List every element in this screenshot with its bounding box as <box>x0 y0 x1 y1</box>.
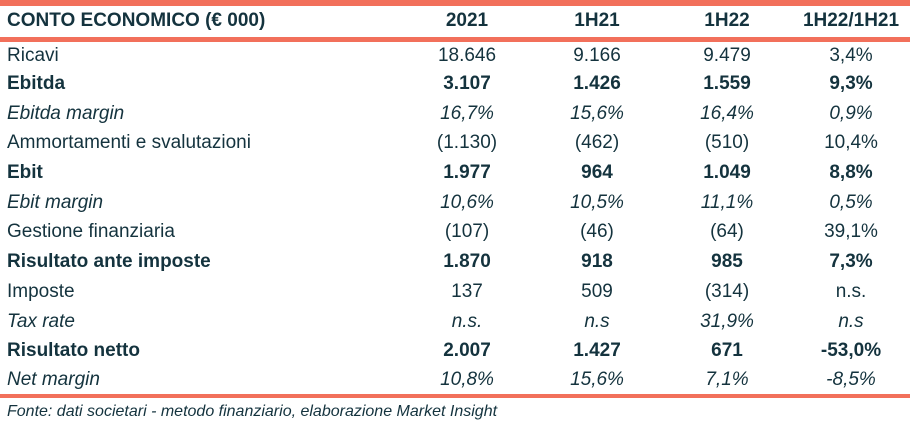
row-label: Imposte <box>7 280 75 302</box>
value-cell: 10,6% <box>440 191 494 213</box>
value-cell: 1.426 <box>573 73 621 95</box>
table-row: Ebitda 3.107 1.426 1.559 9,3% <box>0 69 910 99</box>
value-cell: n.s <box>584 310 610 332</box>
value-cell: n.s. <box>451 310 483 332</box>
value-cell: 0,9% <box>829 102 873 124</box>
table-title: CONTO ECONOMICO (€ 000) <box>0 6 402 42</box>
row-label: Ebit <box>7 162 43 184</box>
column-header-2021: 2021 <box>402 6 532 42</box>
column-header-1h21: 1H21 <box>532 6 662 42</box>
value-cell: 11,1% <box>700 191 754 213</box>
table-row: Gestione finanziaria (107) (46) (64) 39,… <box>0 218 910 248</box>
value-cell: (64) <box>710 221 744 243</box>
value-cell: -53,0% <box>820 340 882 362</box>
value-cell: (314) <box>704 280 750 302</box>
value-cell: (462) <box>574 132 620 154</box>
source-note: Fonte: dati societari - metodo finanziar… <box>7 402 498 420</box>
table-row: Risultato netto 2.007 1.427 671 -53,0% <box>0 336 910 366</box>
value-cell: (46) <box>580 221 614 243</box>
value-cell: 10,5% <box>570 191 624 213</box>
table-row: Ebit margin 10,6% 10,5% 11,1% 0,5% <box>0 188 910 218</box>
value-cell: (510) <box>704 132 750 154</box>
value-cell: 3,4% <box>829 44 873 66</box>
table-row: Ebitda margin 16,7% 15,6% 16,4% 0,9% <box>0 99 910 129</box>
row-label: Gestione finanziaria <box>7 221 175 243</box>
row-label: Ammortamenti e svalutazioni <box>7 132 251 154</box>
table-row: Risultato ante imposte 1.870 918 985 7,3… <box>0 247 910 277</box>
value-cell: 985 <box>711 251 743 273</box>
value-cell: 3.107 <box>443 73 491 95</box>
value-cell: 8,8% <box>829 162 873 184</box>
table-row: Ricavi 18.646 9.166 9.479 3,4% <box>0 40 910 70</box>
row-label: Tax rate <box>7 310 75 332</box>
value-cell: 1.427 <box>573 340 621 362</box>
income-statement-table: CONTO ECONOMICO (€ 000) 2021 1H21 1H22 1… <box>0 6 910 398</box>
value-cell: 15,6% <box>570 368 624 390</box>
value-cell: 31,9% <box>700 310 754 332</box>
value-cell: (1.130) <box>436 132 498 154</box>
value-cell: 18.646 <box>437 44 497 66</box>
value-cell: n.s <box>838 310 864 332</box>
column-header-1h22-1h21: 1H22/1H21 <box>792 6 910 42</box>
row-label: Risultato ante imposte <box>7 251 211 273</box>
table-row: Tax rate n.s. n.s 31,9% n.s <box>0 307 910 337</box>
value-cell: 16,4% <box>700 102 754 124</box>
value-cell: 918 <box>581 251 613 273</box>
value-cell: 7,3% <box>829 251 873 273</box>
value-cell: 1.977 <box>443 162 491 184</box>
value-cell: 137 <box>451 280 483 302</box>
value-cell: 509 <box>581 280 613 302</box>
value-cell: 2.007 <box>443 340 491 362</box>
value-cell: 9,3% <box>829 73 873 95</box>
header-row: CONTO ECONOMICO (€ 000) 2021 1H21 1H22 1… <box>0 6 910 42</box>
row-label: Net margin <box>7 368 100 390</box>
value-cell: 16,7% <box>440 102 494 124</box>
row-label: Ebitda margin <box>7 102 125 124</box>
table-row: Net margin 10,8% 15,6% 7,1% -8,5% <box>0 366 910 396</box>
table-row: Ebit 1.977 964 1.049 8,8% <box>0 158 910 188</box>
value-cell: 10,4% <box>824 132 878 154</box>
value-cell: 15,6% <box>570 102 624 124</box>
value-cell: 1.559 <box>703 73 751 95</box>
value-cell: 0,5% <box>829 191 873 213</box>
value-cell: n.s. <box>835 280 867 302</box>
row-label: Ebit margin <box>7 191 104 213</box>
value-cell: 964 <box>581 162 613 184</box>
row-label: Ebitda <box>7 73 66 95</box>
value-cell: 1.049 <box>703 162 751 184</box>
value-cell: 9.479 <box>703 44 751 66</box>
value-cell: 1.870 <box>443 251 491 273</box>
row-label: Ricavi <box>7 44 59 66</box>
value-cell: -8,5% <box>826 368 876 390</box>
value-cell: (107) <box>444 221 490 243</box>
row-label: Risultato netto <box>7 340 140 362</box>
value-cell: 39,1% <box>824 221 878 243</box>
table-row: Ammortamenti e svalutazioni (1.130) (462… <box>0 129 910 159</box>
column-header-1h22: 1H22 <box>662 6 792 42</box>
table-row: Imposte 137 509 (314) n.s. <box>0 277 910 307</box>
value-cell: 7,1% <box>705 368 749 390</box>
value-cell: 10,8% <box>440 368 494 390</box>
value-cell: 671 <box>711 340 743 362</box>
top-accent-bar <box>0 0 910 6</box>
value-cell: 9.166 <box>573 44 621 66</box>
